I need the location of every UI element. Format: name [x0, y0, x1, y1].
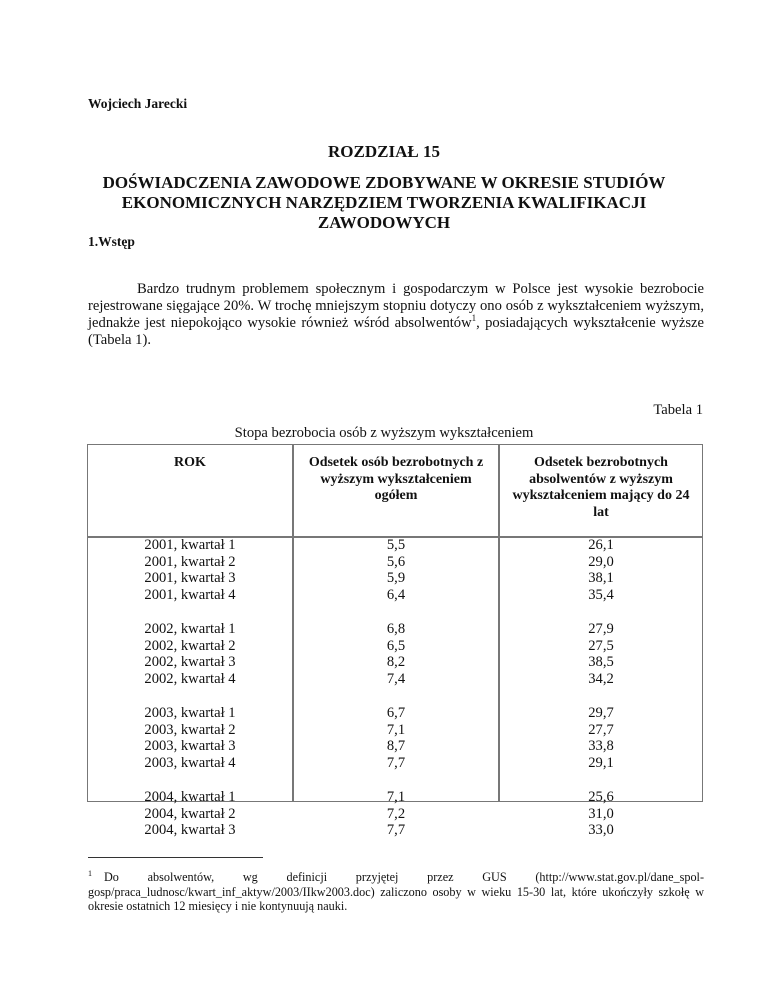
row-group: 27,9 27,5 38,5 34,2 [500, 621, 702, 687]
table-cell: 2001, kwartał 3 [144, 570, 236, 586]
table-cell: 2003, kwartał 2 [144, 721, 236, 738]
table-cell: 6,5 [386, 637, 406, 654]
row-group: 6,7 7,1 8,7 7,7 [294, 705, 498, 771]
table-cell: 2004, kwartał 1 [144, 789, 236, 805]
column-total: 5,5 5,6 5,9 6,4 6,8 6,5 8,2 7,4 6,7 7,1 8,7 7,7 7,1 7… [294, 537, 498, 857]
row-group: 7,1 7,2 7,7 [294, 789, 498, 839]
table-cell: 29,1 [588, 754, 614, 771]
table-cell: 6,8 [386, 621, 406, 637]
table-cell: 7,1 [386, 789, 406, 805]
footnote-separator [88, 857, 263, 858]
table-cell: 2003, kwartał 3 [144, 738, 236, 754]
header-graduates: Odsetek bezrobotnych absolwentów z wyższ… [512, 455, 690, 520]
table-cell: 8,2 [386, 654, 406, 670]
table-cell: 38,1 [588, 570, 614, 586]
table-cell: 7,7 [386, 754, 406, 771]
section-heading: 1.Wstęp [88, 234, 135, 249]
table-number: Tabela 1 [653, 402, 703, 418]
table-cell: 31,0 [588, 805, 614, 822]
table-cell: 38,5 [588, 654, 614, 670]
chapter-title: DOŚWIADCZENIA ZAWODOWE ZDOBYWANE W OKRES… [102, 173, 666, 232]
table-cell: 7,1 [386, 721, 406, 738]
table-cell: 5,9 [386, 570, 406, 586]
column-divider [292, 445, 294, 801]
table-cell: 33,8 [588, 738, 614, 754]
header-divider [88, 536, 702, 538]
row-group: 2004, kwartał 1 2004, kwartał 2 2004, kwar… [88, 789, 292, 839]
column-divider [498, 445, 500, 801]
table-cell: 7,7 [386, 822, 406, 838]
footnote-ref: 1 [471, 313, 477, 324]
table-cell: 2001, kwartał 2 [144, 553, 236, 570]
table-cell: 27,9 [588, 621, 614, 637]
author: Wojciech Jarecki [88, 96, 188, 111]
table-cell: 8,7 [386, 738, 406, 754]
column-year: 2001, kwartał 1 2001, kwartał 2 2001, kwar… [88, 537, 292, 857]
footnote-line1: Do absolwentów, wg definicji przyjętej p… [104, 870, 704, 885]
table-cell: 27,7 [588, 721, 614, 738]
table-cell: 7,2 [386, 805, 406, 822]
footnote-number: 1 [88, 869, 92, 878]
column-graduates: 26,1 29,0 38,1 35,4 27,9 27,5 38,5 34,2 29,7 27,7… [500, 537, 702, 857]
table-cell: 2003, kwartał 4 [144, 754, 236, 771]
table-cell: 2004, kwartał 3 [144, 822, 236, 838]
table-cell: 7,4 [386, 670, 406, 687]
table-cell: 27,5 [588, 637, 614, 654]
table-cell: 35,4 [588, 586, 614, 603]
footnote: 1 Do absolwentów, wg definicji przyjętej … [88, 867, 704, 914]
footnote-rest: gosp/praca_ludnosc/kwart_inf_aktyw/2003/… [88, 884, 704, 914]
paragraph-tail: , posiadających wykształcenie wyższe (Ta… [88, 315, 704, 348]
table-cell: 2001, kwartał 1 [144, 537, 236, 553]
intro-paragraph: Bardzo trudnym problemem społecznym i go… [88, 281, 704, 349]
table-cell: 2002, kwartał 1 [144, 621, 236, 637]
table-cell: 2002, kwartał 3 [144, 654, 236, 670]
table-caption: Stopa bezrobocia osób z wyższym wykształ… [234, 425, 534, 441]
table-cell: 33,0 [588, 822, 614, 838]
header-total: Odsetek osób bezrobotnych z wyższym wyks… [308, 455, 484, 503]
table-cell: 2002, kwartał 2 [144, 637, 236, 654]
table-cell: 6,7 [386, 705, 406, 721]
table-cell: 6,4 [386, 586, 406, 603]
table-cell: 2001, kwartał 4 [144, 586, 236, 603]
table-cell: 34,2 [588, 670, 614, 687]
row-group: 2003, kwartał 1 2003, kwartał 2 2003, kwar… [88, 705, 292, 771]
table-cell: 29,0 [588, 553, 614, 570]
row-group: 29,7 27,7 33,8 29,1 [500, 705, 702, 771]
chapter-heading: ROZDZIAŁ 15 [328, 142, 440, 161]
header-year: ROK [174, 455, 206, 470]
paragraph-text: Bardzo trudnym problemem społecznym i go… [88, 281, 704, 331]
table-cell: 5,6 [386, 553, 406, 570]
row-group: 6,8 6,5 8,2 7,4 [294, 621, 498, 687]
table-cell: 5,5 [386, 537, 406, 553]
table-cell: 2003, kwartał 1 [144, 705, 236, 721]
table-cell: 2002, kwartał 4 [144, 670, 236, 687]
row-group: 5,5 5,6 5,9 6,4 [294, 537, 498, 603]
unemployment-table: ROK Odsetek osób bezrobotnych z wyższym … [87, 444, 703, 838]
table-cell: 2004, kwartał 2 [144, 805, 236, 822]
row-group: 2001, kwartał 1 2001, kwartał 2 2001, kwar… [88, 537, 292, 603]
table-cell: 29,7 [588, 705, 614, 721]
row-group: 2002, kwartał 1 2002, kwartał 2 2002, kwar… [88, 621, 292, 687]
table-cell: 26,1 [588, 537, 614, 553]
row-group: 25,6 31,0 33,0 [500, 789, 702, 839]
row-group: 26,1 29,0 38,1 35,4 [500, 537, 702, 603]
table-cell: 25,6 [588, 789, 614, 805]
